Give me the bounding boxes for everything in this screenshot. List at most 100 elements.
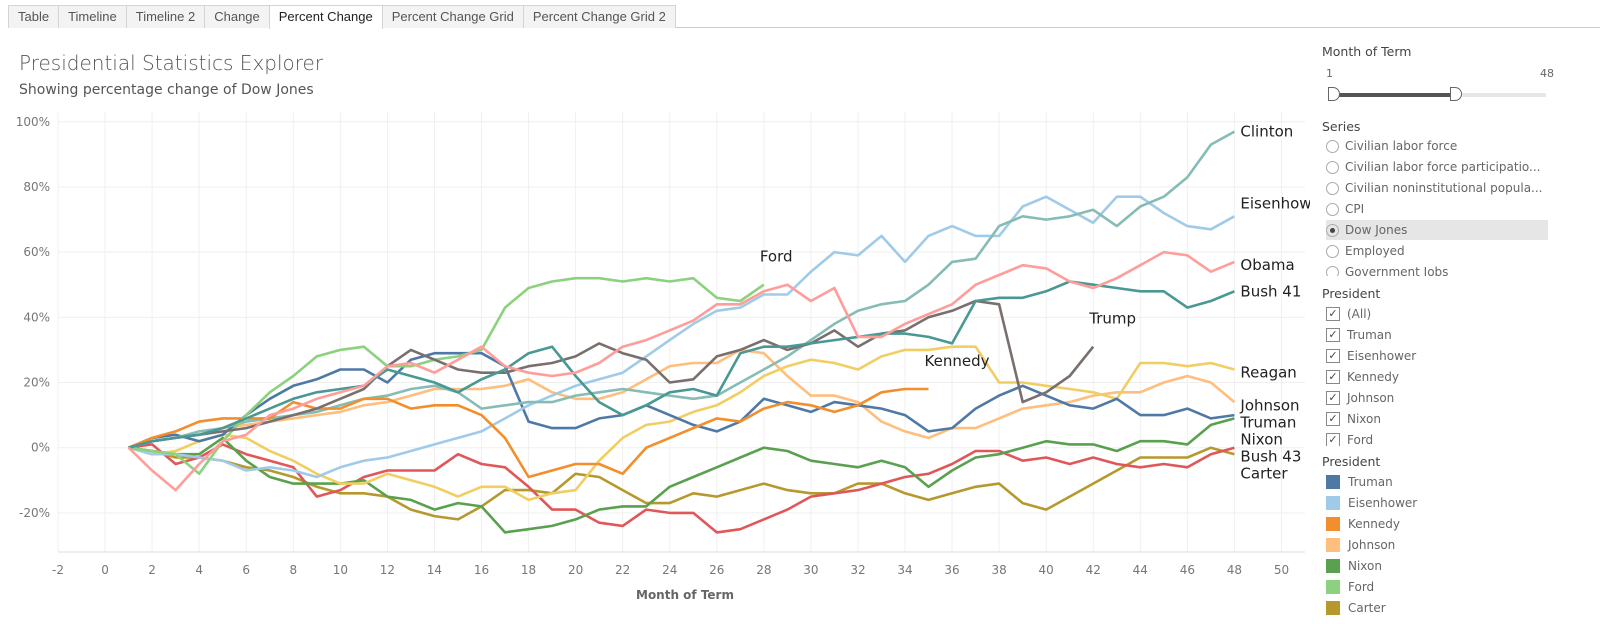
slider-fill xyxy=(1330,93,1455,97)
x-tick-label: 40 xyxy=(1039,563,1054,577)
president-option[interactable]: ✓ Eisenhower xyxy=(1326,346,1416,366)
president-option[interactable]: ✓ Johnson xyxy=(1326,388,1394,408)
series-line-nixon[interactable] xyxy=(128,417,1235,534)
radio-icon[interactable] xyxy=(1326,139,1339,153)
series-line-reagan[interactable] xyxy=(128,345,1235,502)
month-min: 1 xyxy=(1326,67,1333,80)
x-tick-label: 46 xyxy=(1180,563,1195,577)
x-tick-label: 44 xyxy=(1133,563,1148,577)
president-option-label: Johnson xyxy=(1347,391,1395,405)
tab-percent-change-grid[interactable]: Percent Change Grid xyxy=(381,5,524,28)
legend-item[interactable]: Truman xyxy=(1326,472,1393,492)
series-line-ford[interactable] xyxy=(128,276,765,476)
x-tick-label: 18 xyxy=(521,563,536,577)
radio-icon[interactable] xyxy=(1326,160,1339,174)
legend-swatch xyxy=(1326,580,1340,594)
series-option-label: Civilian labor force xyxy=(1345,139,1458,153)
series-line-carter[interactable] xyxy=(128,446,1235,521)
president-option-label: (All) xyxy=(1347,307,1372,321)
radio-icon[interactable] xyxy=(1326,265,1339,276)
x-tick-label: 2 xyxy=(148,563,156,577)
legend-item[interactable]: Kennedy xyxy=(1326,514,1400,534)
legend-swatch xyxy=(1326,538,1340,552)
series-option[interactable]: Employed xyxy=(1326,241,1548,261)
checkbox-checked-icon[interactable]: ✓ xyxy=(1326,307,1340,321)
x-tick-label: 42 xyxy=(1086,563,1101,577)
tab-timeline-2[interactable]: Timeline 2 xyxy=(125,5,206,28)
series-option[interactable]: CPI xyxy=(1326,199,1548,219)
month-range-slider[interactable] xyxy=(1328,87,1546,101)
x-tick-label: 14 xyxy=(427,563,442,577)
series-end-label: Truman xyxy=(1239,413,1296,431)
legend-item[interactable]: Carter xyxy=(1326,598,1386,618)
checkbox-checked-icon[interactable]: ✓ xyxy=(1326,391,1340,405)
president-option[interactable]: ✓ Ford xyxy=(1326,430,1373,446)
series-line-trump[interactable] xyxy=(128,299,1095,449)
x-tick-label: 8 xyxy=(289,563,297,577)
legend-item[interactable]: Ford xyxy=(1326,577,1374,597)
series-line-bush-41[interactable] xyxy=(128,280,1235,449)
sheet-tabs: Table Timeline Timeline 2 Change Percent Cha… xyxy=(8,5,1600,29)
legend-item[interactable]: Johnson xyxy=(1326,535,1395,555)
series-option[interactable]: Government Jobs xyxy=(1326,262,1548,276)
president-option-label: Truman xyxy=(1347,328,1392,342)
president-option-label: Nixon xyxy=(1347,412,1381,426)
tab-table[interactable]: Table xyxy=(8,5,60,28)
x-tick-label: 32 xyxy=(850,563,865,577)
radio-icon[interactable] xyxy=(1326,202,1339,216)
legend-label: Kennedy xyxy=(1348,517,1400,531)
tab-timeline[interactable]: Timeline xyxy=(58,5,127,28)
x-tick-label: 38 xyxy=(991,563,1006,577)
president-option[interactable]: ✓ Nixon xyxy=(1326,409,1381,429)
series-line-kennedy[interactable] xyxy=(128,387,929,479)
series-option[interactable]: Civilian noninstitutional popula... xyxy=(1326,178,1548,198)
checkbox-checked-icon[interactable]: ✓ xyxy=(1326,412,1340,426)
tab-percent-change[interactable]: Percent Change xyxy=(268,5,383,29)
series-end-label: Johnson xyxy=(1239,396,1299,414)
series-line-johnson[interactable] xyxy=(128,348,1236,449)
month-filter-title: Month of Term xyxy=(1322,44,1412,59)
series-end-label: Clinton xyxy=(1240,123,1293,141)
legend-item[interactable]: Nixon xyxy=(1326,556,1382,576)
series-option[interactable]: Civilian labor force participatio... xyxy=(1326,157,1548,177)
president-option[interactable]: ✓ (All) xyxy=(1326,304,1371,324)
president-option-label: Eisenhower xyxy=(1347,349,1417,363)
x-tick-label: 50 xyxy=(1274,563,1289,577)
x-tick-label: 30 xyxy=(803,563,818,577)
x-tick-label: 20 xyxy=(568,563,583,577)
president-option[interactable]: ✓ Kennedy xyxy=(1326,367,1399,387)
series-end-label: Bush 41 xyxy=(1240,282,1301,300)
legend-label: Eisenhower xyxy=(1348,496,1418,510)
radio-icon[interactable] xyxy=(1326,181,1339,195)
series-line-bush-43[interactable] xyxy=(128,443,1235,534)
series-option-label: Government Jobs xyxy=(1345,265,1449,276)
radio-icon[interactable] xyxy=(1326,244,1339,258)
checkbox-checked-icon[interactable]: ✓ xyxy=(1326,370,1340,384)
series-option-label: CPI xyxy=(1345,202,1365,216)
series-option[interactable]: Dow Jones xyxy=(1326,220,1548,240)
series-line-truman[interactable] xyxy=(128,351,1235,449)
slider-handle-min[interactable] xyxy=(1328,87,1340,101)
x-tick-label: 34 xyxy=(897,563,912,577)
series-end-label: Nixon xyxy=(1240,430,1283,448)
series-end-label: Carter xyxy=(1240,464,1288,482)
x-axis-title: Month of Term xyxy=(636,588,734,602)
checkbox-checked-icon[interactable]: ✓ xyxy=(1326,433,1340,446)
president-checkbox-list: ✓ (All) ✓ Truman ✓ Eisenhower ✓ Kennedy ✓ Johnson… xyxy=(1322,304,1552,446)
series-end-label: Trump xyxy=(1088,310,1136,328)
checkbox-checked-icon[interactable]: ✓ xyxy=(1326,328,1340,342)
x-tick-label: 28 xyxy=(756,563,771,577)
president-option[interactable]: ✓ Truman xyxy=(1326,325,1392,345)
series-option[interactable]: Civilian labor force xyxy=(1326,136,1548,156)
checkbox-checked-icon[interactable]: ✓ xyxy=(1326,349,1340,363)
radio-icon[interactable] xyxy=(1326,223,1339,237)
x-tick-label: 26 xyxy=(709,563,724,577)
series-line-eisenhower[interactable] xyxy=(128,195,1236,479)
legend-item[interactable]: Eisenhower xyxy=(1326,493,1417,513)
series-line-obama[interactable] xyxy=(127,250,1235,492)
legend-label: Johnson xyxy=(1348,538,1396,552)
series-line-clinton[interactable] xyxy=(128,130,1236,449)
slider-handle-max[interactable] xyxy=(1450,87,1463,101)
tab-percent-change-grid-2[interactable]: Percent Change Grid 2 xyxy=(522,5,676,28)
tab-change[interactable]: Change xyxy=(204,5,270,28)
